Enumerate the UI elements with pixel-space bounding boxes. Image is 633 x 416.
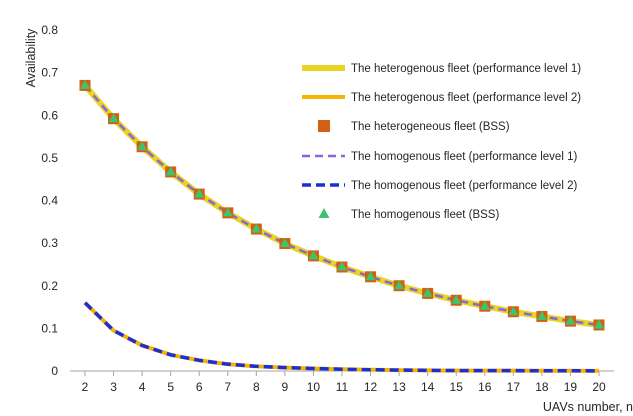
x-tick-label: 13 bbox=[392, 380, 406, 394]
legend-item: The homogenous fleet (performance level … bbox=[302, 180, 577, 192]
x-tick-label: 8 bbox=[253, 380, 260, 394]
x-tick-label: 11 bbox=[336, 380, 349, 394]
data-point-triangle bbox=[365, 271, 376, 281]
y-tick-label: 0 bbox=[51, 364, 58, 378]
legend-item: The heterogenous fleet (performance leve… bbox=[302, 92, 581, 104]
x-tick-label: 14 bbox=[421, 380, 435, 394]
series-3 bbox=[79, 79, 605, 331]
y-tick-label: 0.1 bbox=[41, 321, 58, 335]
x-tick-label: 10 bbox=[307, 380, 321, 394]
x-tick-label: 5 bbox=[167, 380, 174, 394]
y-tick-label: 0.4 bbox=[41, 194, 58, 208]
legend-label: The homogenous fleet (performance level … bbox=[351, 180, 577, 192]
y-tick-label: 0.8 bbox=[41, 23, 58, 37]
series-line bbox=[84, 84, 600, 327]
data-point-triangle bbox=[308, 250, 319, 260]
legend-swatch-triangle bbox=[318, 208, 330, 218]
x-tick-label: 6 bbox=[196, 380, 203, 394]
data-point-triangle bbox=[508, 306, 519, 316]
legend: The heterogenous fleet (performance leve… bbox=[302, 63, 581, 221]
x-tick-label: 7 bbox=[224, 380, 231, 394]
y-tick-label: 0.5 bbox=[41, 151, 58, 165]
x-tick-label: 12 bbox=[364, 380, 378, 394]
legend-label: The heterogenous fleet (performance leve… bbox=[351, 63, 581, 75]
x-axis-title: UAVs number, n bbox=[543, 400, 633, 414]
series-plot-area bbox=[79, 79, 605, 373]
x-tick-label: 9 bbox=[282, 380, 289, 394]
data-point-triangle bbox=[194, 188, 205, 198]
series-line bbox=[83, 301, 600, 373]
data-point-triangle bbox=[279, 238, 290, 248]
series-6 bbox=[80, 79, 604, 329]
legend-item: The homogenous fleet (BSS) bbox=[318, 208, 499, 221]
legend-swatch-square bbox=[318, 120, 330, 132]
series-1 bbox=[82, 83, 600, 328]
y-axis-title: Availability bbox=[24, 28, 38, 88]
y-tick-label: 0.6 bbox=[41, 108, 58, 122]
data-point-triangle bbox=[251, 223, 262, 233]
legend-item: The heterogenous fleet (performance leve… bbox=[302, 63, 581, 75]
legend-item: The heterogeneous fleet (BSS) bbox=[318, 120, 510, 133]
data-point-triangle bbox=[108, 113, 119, 123]
legend-item: The homogenous fleet (performance level … bbox=[302, 151, 577, 163]
data-point-triangle bbox=[165, 166, 176, 176]
data-point-triangle bbox=[222, 207, 233, 217]
x-tick-label: 19 bbox=[564, 380, 578, 394]
data-point-triangle bbox=[565, 315, 576, 325]
series-5 bbox=[83, 301, 600, 373]
data-point-triangle bbox=[394, 280, 405, 290]
x-tick-label: 2 bbox=[82, 380, 89, 394]
data-point-triangle bbox=[451, 294, 462, 304]
data-point-triangle bbox=[80, 79, 90, 89]
x-tick-label: 15 bbox=[450, 380, 464, 394]
x-tick-label: 3 bbox=[110, 380, 117, 394]
x-tick-label: 18 bbox=[535, 380, 549, 394]
x-tick-label: 17 bbox=[507, 380, 521, 394]
legend-label: The heterogeneous fleet (BSS) bbox=[351, 121, 510, 133]
data-point-triangle bbox=[337, 261, 347, 271]
legend-label: The homogenous fleet (performance level … bbox=[351, 151, 577, 163]
legend-label: The heterogenous fleet (performance leve… bbox=[351, 92, 581, 104]
x-tick-label: 16 bbox=[478, 380, 492, 394]
x-tick-label: 4 bbox=[139, 380, 146, 394]
y-tick-label: 0.7 bbox=[41, 66, 58, 80]
data-point-triangle bbox=[536, 310, 547, 320]
tick-labels: 0 0.1 0.2 0.3 0.4 0.5 0.6 0.7 0.8 2 3 4 5 6 7 8 9 10 11 12 1… bbox=[41, 23, 606, 394]
data-point-triangle bbox=[422, 287, 433, 297]
data-point-triangle bbox=[594, 319, 604, 329]
data-point-triangle bbox=[137, 141, 148, 151]
x-tick-label: 20 bbox=[592, 380, 606, 394]
series-line bbox=[82, 83, 600, 328]
legend-label: The homogenous fleet (BSS) bbox=[351, 209, 499, 221]
y-tick-label: 0.2 bbox=[41, 279, 58, 293]
y-tick-label: 0.3 bbox=[41, 236, 58, 250]
series-4 bbox=[84, 84, 600, 327]
data-point-triangle bbox=[479, 300, 490, 310]
